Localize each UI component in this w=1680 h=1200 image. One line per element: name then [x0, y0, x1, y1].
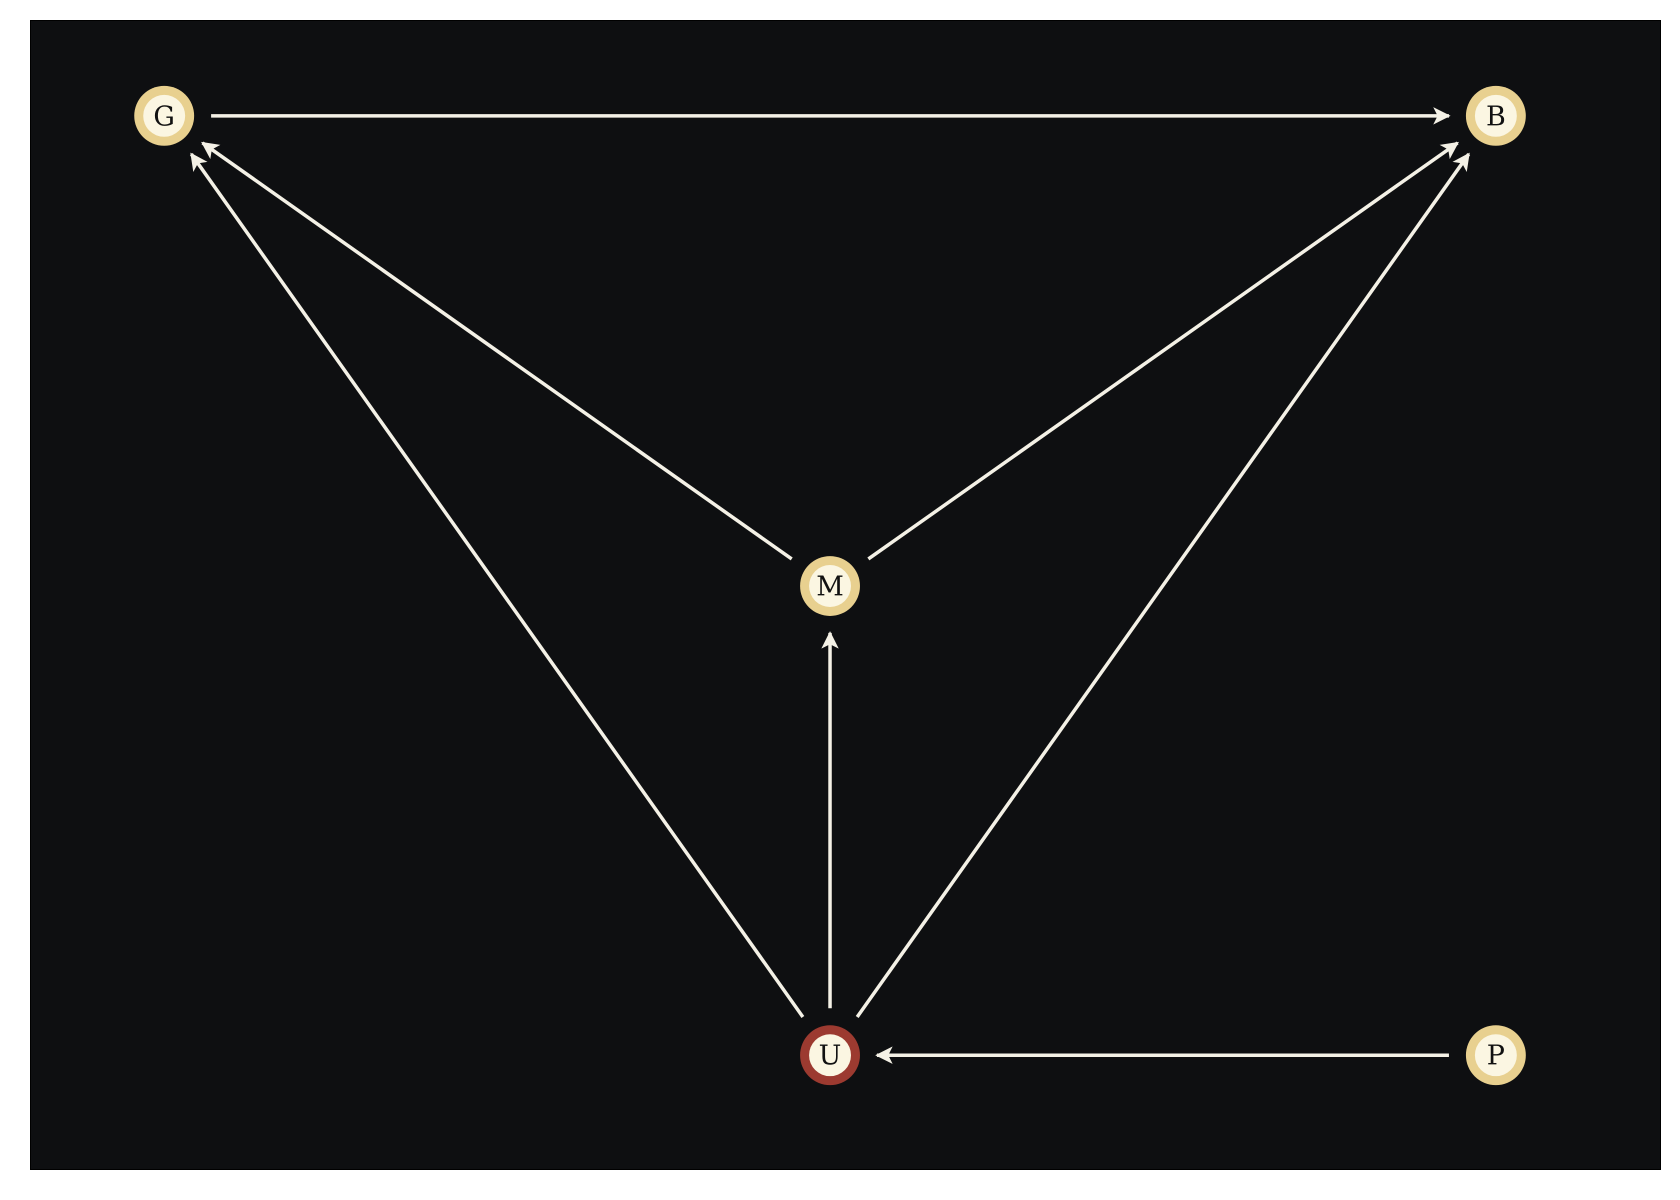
edge-m-to-b: [867, 141, 1459, 561]
node-label-m: M: [816, 572, 844, 603]
node-p: P: [1465, 1025, 1526, 1086]
edge-u-to-g: [189, 152, 805, 1018]
edge-u-to-b: [855, 152, 1471, 1018]
node-b: B: [1465, 85, 1526, 146]
node-m: M: [800, 556, 860, 616]
node-core: [1474, 94, 1517, 137]
dag-diagram: G B M U P: [134, 85, 1526, 1086]
node-g: G: [134, 85, 195, 146]
diagram-canvas: G B M U P: [30, 20, 1661, 1170]
node-label-u: U: [819, 1041, 842, 1072]
node-label-p: P: [1487, 1041, 1505, 1072]
node-u: U: [800, 1025, 860, 1086]
node-label-g: G: [153, 101, 175, 132]
node-core: [809, 565, 851, 607]
node-core: [1474, 1034, 1517, 1077]
node-core: [143, 94, 186, 137]
nodes-layer: G B M U P: [134, 85, 1526, 1086]
node-core: [809, 1034, 851, 1077]
edges-layer: [189, 107, 1471, 1064]
edge-m-to-g: [201, 141, 793, 561]
node-label-b: B: [1486, 101, 1506, 132]
